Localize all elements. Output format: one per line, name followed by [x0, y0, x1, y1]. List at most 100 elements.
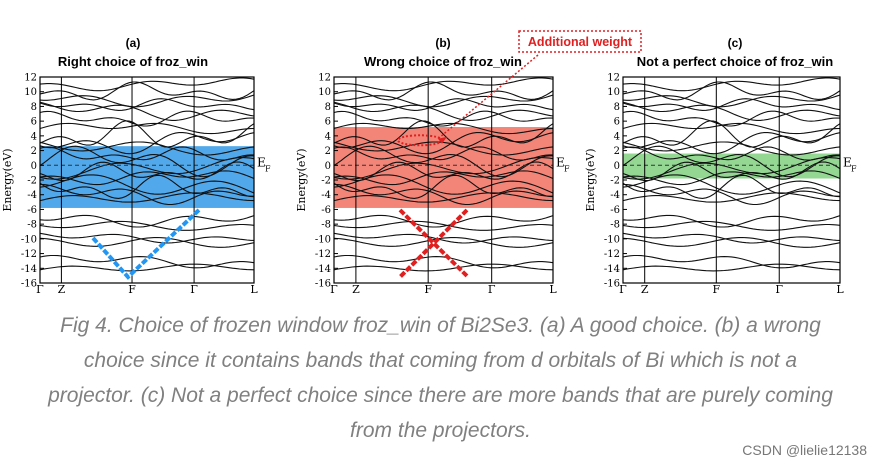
y-tick-label: -2 [610, 176, 620, 187]
band-structure-figure: (a) Right choice of froz_win Γ Z F Γ L -16 -14 -1… [1, 30, 857, 296]
y-tick-label: -8 [321, 220, 331, 231]
band-line [39, 145, 254, 178]
annotation-label: Additional weight [528, 35, 633, 49]
band-line [39, 98, 255, 111]
band-line [39, 94, 255, 108]
band-line [622, 110, 841, 127]
y-tick-label: -4 [610, 190, 620, 201]
x-tick-label: Z [58, 283, 66, 296]
annotation-box [518, 30, 642, 53]
x-tick-label: Γ [619, 283, 627, 296]
y-tick-label: -12 [604, 249, 620, 260]
band-line [39, 263, 255, 272]
band-line [39, 77, 255, 92]
y-tick-label: 10 [607, 87, 620, 98]
annotation-arrowhead [438, 136, 447, 144]
band-line [39, 220, 255, 231]
y-tick-label: 12 [24, 73, 37, 84]
y-tick-label: -2 [27, 176, 37, 187]
y-tick-label: 6 [614, 117, 620, 128]
band-line [39, 110, 255, 127]
watermark: CSDN @lielie12138 [742, 442, 867, 458]
caption-line: from the projectors. [350, 419, 531, 442]
fermi-label: E [556, 155, 565, 169]
y-tick-label: -2 [321, 176, 331, 187]
band-line [622, 220, 841, 231]
band-line [333, 101, 554, 121]
y-tick-label: -4 [321, 190, 331, 201]
y-tick-label: -14 [21, 264, 37, 275]
figure-caption: Fig 4. Choice of frozen window froz_win … [0, 308, 881, 448]
band-line [333, 77, 554, 92]
y-tick-label: 4 [31, 131, 37, 142]
band-line [622, 157, 841, 180]
band-line [623, 183, 840, 206]
fermi-label-sub: F [265, 164, 271, 173]
y-tick-label: 8 [325, 102, 331, 113]
y-tick-label: -8 [27, 220, 37, 231]
panel-title: Right choice of froz_win [58, 54, 208, 69]
band-line [622, 214, 841, 228]
band-line [622, 236, 841, 248]
band-line [622, 232, 841, 244]
fermi-label: E [257, 155, 266, 169]
band-line [39, 174, 255, 199]
x-tick-label: L [250, 283, 258, 296]
band-line [333, 146, 553, 161]
band-line [622, 145, 840, 178]
band-line [333, 157, 554, 180]
y-tick-label: 2 [31, 146, 37, 157]
band-line [622, 254, 841, 269]
x-tick-label: L [549, 283, 557, 296]
band-line [40, 183, 254, 206]
band-line [333, 81, 554, 101]
band-line [333, 98, 554, 111]
y-tick-label: 6 [325, 117, 331, 128]
band-line [333, 122, 554, 135]
band-line [333, 94, 554, 108]
band-line [333, 214, 554, 228]
caption-line: projector. (c) Not a perfect choice sinc… [48, 384, 833, 407]
band-line [333, 254, 554, 269]
x-tick-label: L [836, 283, 844, 296]
band-line [39, 192, 255, 203]
fermi-label-sub: F [851, 164, 857, 173]
y-tick-label: 12 [318, 73, 331, 84]
band-line [39, 161, 255, 182]
y-tick-label: 0 [325, 161, 331, 172]
y-tick-label: 10 [318, 87, 331, 98]
band-line [333, 110, 554, 127]
band-line [622, 192, 841, 203]
frozen-window-region [623, 153, 840, 179]
fermi-label-sub: F [564, 164, 570, 173]
band-line [39, 141, 255, 156]
y-axis-label: Energy(eV) [584, 148, 597, 211]
band-line [622, 81, 841, 101]
band-line [622, 94, 841, 108]
band-line [333, 174, 554, 199]
y-tick-label: 0 [31, 161, 37, 172]
band-line [333, 236, 554, 248]
x-tick-label: F [424, 283, 432, 296]
y-tick-label: -8 [610, 220, 620, 231]
x-tick-label: Z [641, 283, 649, 296]
panel-title: Wrong choice of froz_win [364, 54, 522, 69]
annotation-arrow [437, 54, 539, 140]
caption-line: choice since it contains bands that comi… [83, 349, 798, 372]
band-line [39, 236, 255, 248]
y-tick-label: 4 [325, 131, 331, 142]
band-line [39, 232, 255, 244]
band-line [622, 120, 841, 148]
y-tick-label: -16 [604, 279, 620, 290]
fermi-label: E [843, 155, 852, 169]
y-tick-label: -10 [315, 234, 331, 245]
y-tick-label: -16 [21, 279, 37, 290]
band-line [333, 120, 554, 148]
y-tick-label: -4 [27, 190, 37, 201]
band-line [333, 161, 554, 182]
y-tick-label: -6 [610, 205, 620, 216]
y-tick-label: -10 [604, 234, 620, 245]
band-line [333, 141, 554, 156]
x-tick-label: F [712, 283, 720, 296]
band-line [333, 232, 554, 244]
